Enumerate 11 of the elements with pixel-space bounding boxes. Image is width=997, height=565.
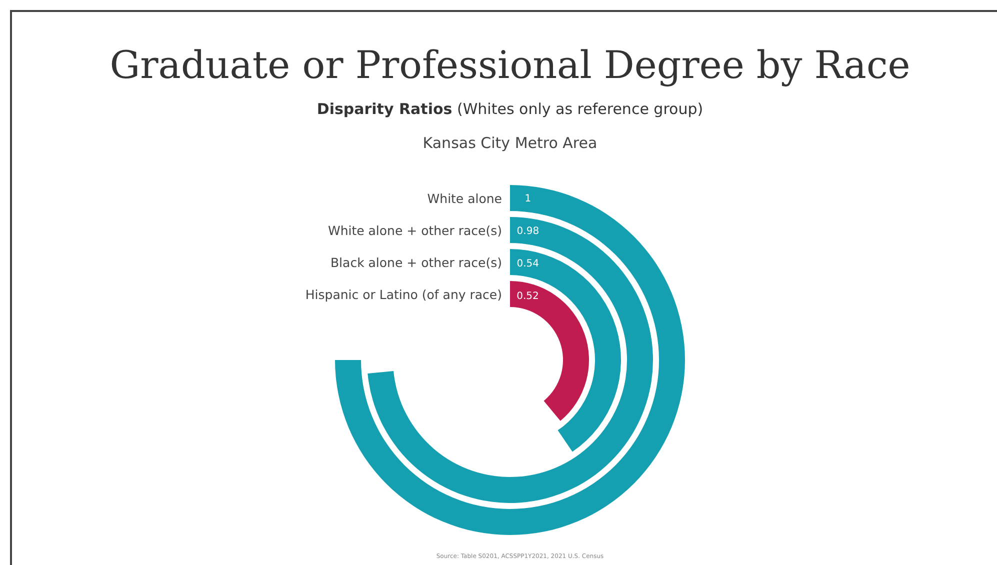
- data-label: 0.98: [516, 226, 540, 237]
- data-label: 0.52: [516, 291, 539, 302]
- category-label: Hispanic or Latino (of any race): [305, 287, 502, 302]
- text: Graduate or Professional Degree by Race: [110, 43, 910, 87]
- category-label: Black alone + other race(s): [330, 255, 502, 270]
- text: Kansas City Metro Area: [422, 134, 598, 152]
- category-label: White alone: [427, 191, 502, 206]
- data-label: 0.54: [516, 258, 540, 270]
- text: Disparity Ratios (Whites only as reference group): [316, 100, 704, 118]
- category-label: White alone + other race(s): [328, 223, 502, 238]
- data-label: 1: [524, 194, 532, 205]
